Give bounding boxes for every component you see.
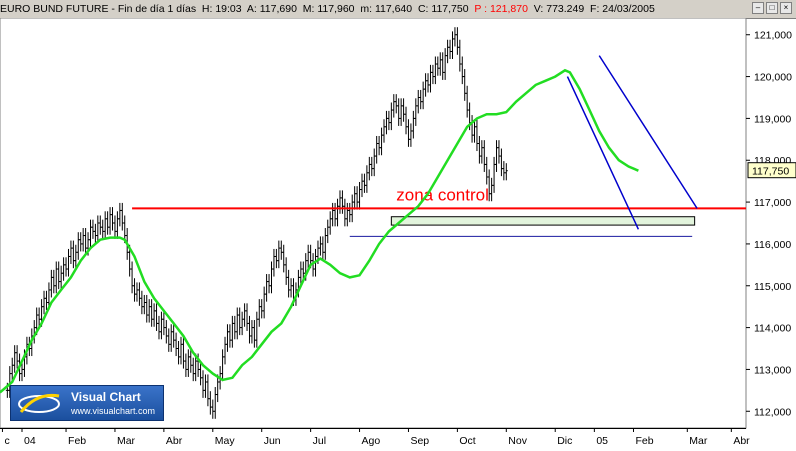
min-value: m: 117,640 xyxy=(360,3,413,15)
logo-name: Visual Chart xyxy=(71,390,141,404)
control-band xyxy=(390,216,696,226)
open-value: A: 117,690 xyxy=(246,3,297,15)
last-price-label: 117,750 xyxy=(752,166,789,178)
y-tick-label: 114,000 xyxy=(754,323,791,335)
x-tick-label: Oct xyxy=(459,435,475,447)
moving-average-line xyxy=(0,68,639,394)
max-value: M: 117,960 xyxy=(302,3,355,15)
y-tick-label: 113,000 xyxy=(754,364,791,376)
y-tick-label: 116,000 xyxy=(754,239,791,251)
period-label: Fin de día 1 días xyxy=(117,3,197,15)
x-tick-label: Abr xyxy=(166,435,183,447)
moving-average xyxy=(0,68,639,394)
visual-chart-logo: Visual Chart www.visualchart.com xyxy=(10,385,164,421)
x-tick-label: Mar xyxy=(689,435,708,447)
date-value: F: 24/03/2005 xyxy=(590,3,655,15)
minimize-icon[interactable]: – xyxy=(752,2,764,14)
x-tick-label: Nov xyxy=(508,435,527,447)
x-tick-label: Jun xyxy=(264,435,281,447)
logo-swoosh-icon xyxy=(18,393,60,413)
price-bar xyxy=(504,163,508,181)
price-chart: zona control 112,000 113,000 114,000 115,00… xyxy=(0,18,796,447)
chart-header: EURO BUND FUTURE - Fin de día 1 días H: … xyxy=(0,0,796,19)
hour-value: H: 19:03 xyxy=(201,3,242,15)
instrument-name: EURO BUND FUTURE xyxy=(0,3,109,15)
x-tick-label: Sep xyxy=(410,435,429,447)
x-tick-label: Feb xyxy=(635,435,653,447)
x-tick-label: c xyxy=(4,435,9,447)
maximize-icon[interactable]: □ xyxy=(766,2,778,14)
close-icon[interactable]: × xyxy=(780,2,792,14)
window-buttons: – □ × xyxy=(752,2,792,14)
y-tick-label: 121,000 xyxy=(754,30,792,42)
close-value: C: 117,750 xyxy=(417,3,469,15)
y-tick-label: 115,000 xyxy=(754,281,791,293)
y-tick-label: 117,000 xyxy=(754,197,791,209)
y-tick-label: 119,000 xyxy=(754,113,791,125)
y-tick-label: 112,000 xyxy=(754,406,791,418)
channel-lower-line xyxy=(566,76,640,230)
x-tick-label: 04 xyxy=(24,435,36,447)
x-tick-label: Ago xyxy=(362,435,381,447)
x-tick-label: Feb xyxy=(68,435,86,447)
x-tick-label: May xyxy=(215,435,236,447)
x-tick-label: Abr xyxy=(733,435,750,447)
x-axis: c 04 Feb Mar Abr May Jun Jul Ago Sep Oct Nov Dic 05 Fe… xyxy=(0,428,750,447)
x-tick-label: Jul xyxy=(313,435,326,447)
x-tick-label: Dic xyxy=(557,435,572,447)
chart-overlays: zona control xyxy=(132,55,746,237)
logo-url: www.visualchart.com xyxy=(71,406,156,416)
control-zone-label: zona control xyxy=(396,185,489,204)
y-axis: 112,000 113,000 114,000 115,000 116,000 117,0… xyxy=(746,30,796,418)
last-price-box xyxy=(747,162,796,179)
p-value: P : 121,870 xyxy=(474,3,528,15)
channel-upper-line xyxy=(598,55,698,209)
y-tick-label: 120,000 xyxy=(754,72,792,84)
x-tick-label: 05 xyxy=(596,435,608,447)
x-tick-label: Mar xyxy=(117,435,136,447)
volume-value: V: 773.249 xyxy=(533,3,585,15)
